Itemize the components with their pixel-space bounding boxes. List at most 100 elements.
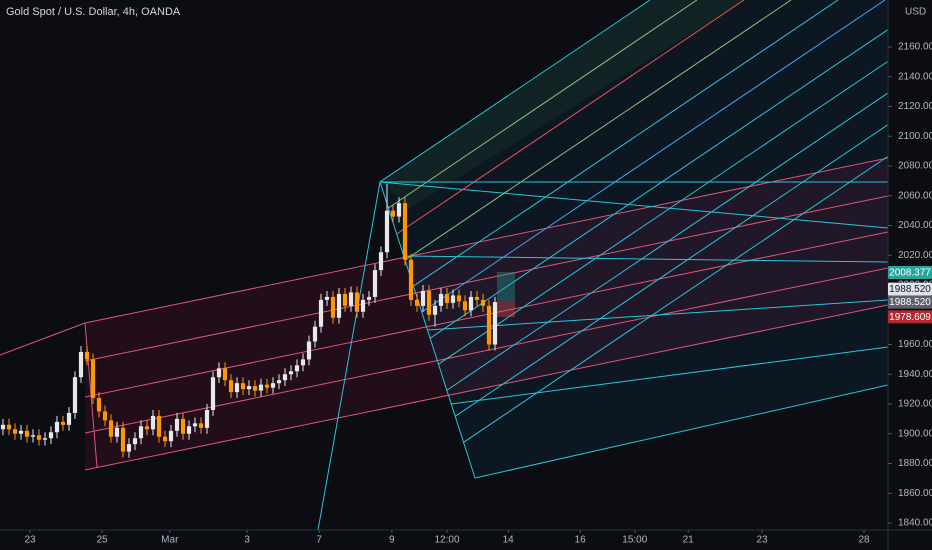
candle-body: [414, 299, 420, 306]
candle-body: [78, 351, 84, 378]
x-tick-label: 16: [575, 535, 587, 546]
candle-body: [12, 429, 18, 434]
pitchfork-line: [84, 157, 888, 324]
candle-body: [390, 210, 396, 217]
candle-body: [150, 415, 156, 430]
candle-body: [324, 296, 330, 300]
x-tick-label: 23: [756, 535, 768, 546]
position-target: [497, 272, 515, 302]
candle-body: [66, 412, 72, 425]
candle-body: [450, 295, 456, 303]
candle-body: [330, 296, 336, 318]
fib-line: [379, 0, 651, 183]
candle-body: [0, 424, 6, 430]
x-tick-label: 21: [683, 535, 695, 546]
y-tick-label: 2040.000: [898, 220, 932, 231]
y-tick-label: 1960.000: [898, 339, 932, 350]
x-tick-label: 12:00: [434, 535, 459, 546]
candle-body: [432, 305, 438, 315]
fib-line: [421, 0, 886, 313]
candle-body: [420, 290, 426, 306]
x-tick-label: Mar: [161, 535, 179, 546]
fib-line: [451, 346, 888, 405]
y-tick-label: 2020.000: [898, 250, 932, 261]
candle-body: [276, 380, 282, 384]
candle-body: [186, 426, 192, 434]
fib-line: [474, 384, 888, 479]
candle-body: [312, 326, 318, 342]
fib-line: [413, 0, 839, 287]
candle-body: [6, 424, 12, 430]
price-label: 1988.520: [889, 297, 931, 308]
y-tick-label: 2060.000: [898, 190, 932, 201]
candle-body: [246, 386, 252, 390]
y-tick-label: 2120.000: [898, 101, 932, 112]
candle-body: [174, 418, 180, 431]
candle-body: [54, 421, 60, 433]
candle-body: [210, 377, 216, 410]
candle-body: [408, 259, 414, 300]
candle-body: [294, 365, 300, 372]
candle-body: [108, 420, 114, 437]
candle-body: [258, 384, 264, 391]
price-label-box: [888, 310, 932, 324]
fib-line: [404, 0, 792, 261]
candle-body: [402, 203, 408, 260]
y-tick-label: 1920.000: [898, 399, 932, 410]
candle-body: [180, 418, 186, 434]
candle-body: [72, 377, 78, 413]
candle-body: [264, 384, 270, 388]
candle-body: [114, 427, 120, 437]
y-tick-label: 1860.000: [898, 488, 932, 499]
candle-body: [288, 371, 294, 375]
candle-body: [270, 383, 276, 388]
fib-line: [396, 0, 745, 235]
candle-body: [48, 432, 54, 439]
pitchfork-line: [84, 304, 888, 471]
candle-body: [426, 290, 432, 315]
candle-body: [282, 374, 288, 381]
candle-body: [300, 359, 306, 366]
drawings: [0, 0, 888, 530]
candle-body: [372, 270, 378, 297]
candle-body: [102, 411, 108, 421]
candle-body: [60, 421, 66, 425]
candle-body: [36, 435, 42, 440]
candle-body: [198, 423, 204, 428]
y-tick-label: 1940.000: [898, 369, 932, 380]
candle-body: [168, 430, 174, 442]
candle-body: [336, 293, 342, 318]
position-stop: [497, 302, 515, 317]
x-tick-label: 14: [503, 535, 515, 546]
candle-body: [240, 383, 246, 390]
candle-body: [222, 368, 228, 381]
candle-body: [90, 359, 96, 399]
candle-body: [396, 203, 402, 217]
candle-body: [456, 295, 462, 302]
y-tick-label: 2080.000: [898, 161, 932, 172]
candle-body: [438, 293, 444, 306]
candle-body: [348, 292, 354, 306]
candle-body: [468, 296, 474, 311]
candle-body: [228, 380, 234, 393]
y-tick-label: 1880.000: [898, 458, 932, 469]
candle-body: [444, 293, 450, 303]
candle-body: [18, 430, 24, 434]
candle-body: [492, 302, 498, 345]
fib-line: [463, 155, 888, 443]
candle-body: [252, 386, 258, 391]
currency: USD: [905, 7, 926, 18]
fib-line: [388, 0, 698, 209]
fib-line: [379, 181, 888, 229]
candle-body: [306, 341, 312, 360]
fib-line: [429, 29, 888, 339]
price-label: 2008.377: [889, 268, 931, 279]
candle-body: [192, 423, 198, 427]
candle-body: [138, 426, 144, 439]
candle-body: [462, 301, 468, 311]
candle-body: [342, 293, 348, 306]
candle-body: [162, 436, 168, 442]
y-tick-label: 1900.000: [898, 428, 932, 439]
x-tick-label: 7: [316, 535, 322, 546]
